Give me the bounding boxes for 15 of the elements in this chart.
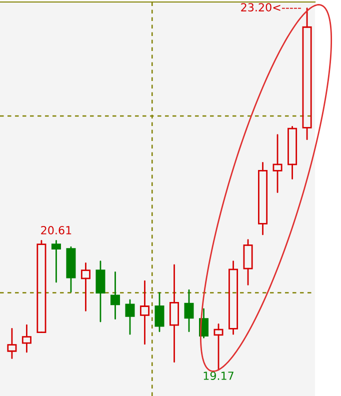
annotation: 20.61 bbox=[41, 226, 72, 234]
candlestick bbox=[110, 271, 120, 320]
candlestick bbox=[169, 264, 179, 363]
candlestick bbox=[302, 8, 312, 140]
candlestick bbox=[258, 162, 268, 236]
annotation: 19.17 bbox=[204, 372, 234, 380]
candlestick bbox=[272, 134, 282, 193]
candlestick bbox=[80, 262, 90, 312]
candlestick bbox=[51, 240, 61, 283]
candlestick bbox=[140, 280, 150, 345]
annotation: 23.20<----- bbox=[241, 3, 301, 12]
candlestick bbox=[228, 260, 238, 335]
candlestick bbox=[22, 324, 32, 353]
candlestick bbox=[184, 289, 194, 332]
candlestick bbox=[288, 126, 298, 180]
